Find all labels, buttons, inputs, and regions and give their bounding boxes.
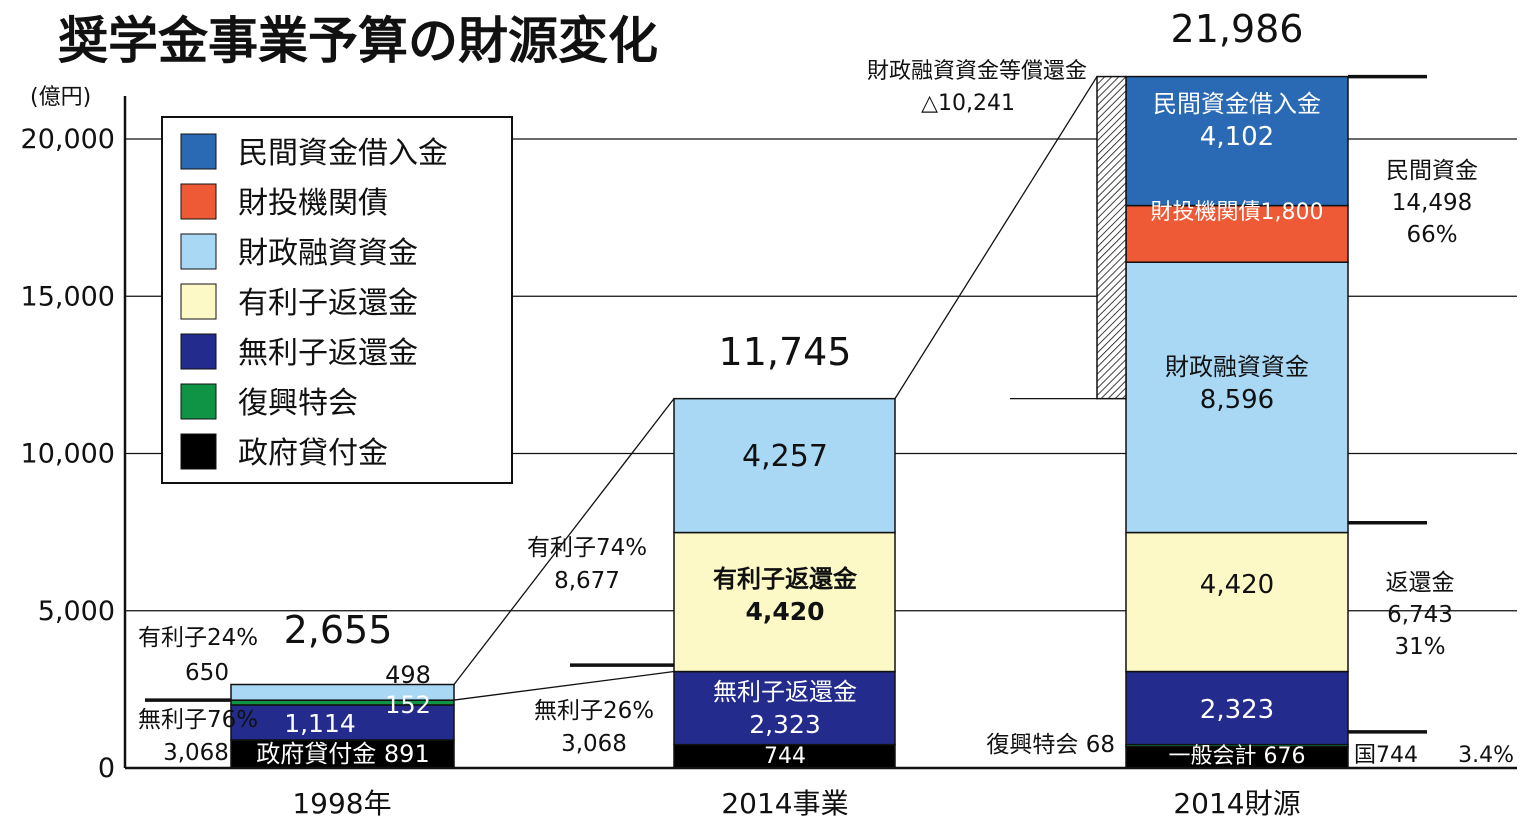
x-tick-label: 1998年	[292, 787, 391, 820]
y-tick-label: 5,000	[38, 596, 115, 627]
y-axis-ticks: 0 5,000 10,000 15,000 20,000	[21, 124, 115, 784]
x-axis-labels: 1998年 2014事業 2014財源	[292, 787, 1300, 820]
chart-title: 奨学金事業予算の財源変化	[58, 12, 658, 70]
connector-line	[453, 670, 675, 701]
annotation-label: 有利子24%	[138, 625, 258, 651]
bar-label: 財投機関債1,800	[1151, 200, 1324, 225]
annotation-label: 復興特会 68	[986, 732, 1115, 758]
bar-label: 2,323	[749, 710, 821, 739]
annotation-label: 3,068	[163, 740, 229, 766]
legend-swatch	[180, 383, 217, 420]
legend-label: 財投機関債	[238, 186, 388, 221]
annotation-label: △10,241	[921, 91, 1015, 116]
connector-line	[453, 398, 675, 685]
y-tick-label: 10,000	[21, 439, 115, 470]
annotation-label: 国744	[1354, 743, 1418, 768]
legend-swatch	[180, 233, 217, 270]
bar-label: 8,596	[1200, 385, 1274, 415]
bar-label: 4,420	[1200, 570, 1274, 600]
bar-label: 4,257	[742, 439, 828, 474]
bar-segment-2014j-yurishi	[673, 531, 896, 673]
bar-label: 民間資金借入金	[1153, 90, 1321, 118]
bar-label: 財政融資資金	[1165, 353, 1309, 381]
bar-segment-2014z-murishi	[1125, 670, 1349, 746]
bar-segment-2014z-zaito	[1125, 204, 1349, 263]
y-tick-label: 20,000	[21, 124, 115, 155]
y-tick-label: 15,000	[21, 281, 115, 312]
annotation-label: 6,743	[1387, 602, 1453, 628]
annotation-label: 民間資金	[1386, 158, 1478, 184]
bars	[230, 75, 1349, 769]
bar-label: 498	[385, 661, 431, 689]
bar-label: 無利子返還金	[713, 678, 857, 706]
legend-swatch	[180, 283, 217, 320]
total-label: 2,655	[284, 608, 393, 652]
bar-segment-2014z-yurishi	[1125, 531, 1349, 673]
annotation-label: 31%	[1394, 634, 1445, 660]
legend-swatch	[180, 333, 217, 370]
connector-line	[894, 76, 1098, 399]
bar-label: 744	[764, 744, 806, 769]
bar-label: 4,420	[745, 597, 824, 626]
bar-label: 2,323	[1200, 695, 1274, 725]
bar-label: 政府貸付金 891	[256, 740, 429, 768]
y-tick-label: 0	[98, 753, 115, 784]
annotation-label: 有利子74%	[527, 535, 647, 561]
x-tick-label: 2014事業	[721, 787, 848, 820]
unit-label: (億円)	[30, 85, 91, 110]
legend-swatch	[180, 133, 217, 170]
bar-segment-1998-zaisei	[230, 683, 455, 701]
bar-segment-2014j-zaisei	[673, 397, 896, 534]
bar-segment-2014j-murishi	[673, 670, 896, 746]
deduction-hatched-bar	[1096, 75, 1127, 400]
legend-box	[161, 116, 513, 484]
legend-label: 復興特会	[238, 386, 358, 421]
bar-label: 4,102	[1200, 122, 1274, 152]
bar-label: 一般会計 676	[1169, 744, 1306, 769]
legend-label: 無利子返還金	[238, 336, 418, 371]
bar-segment-1998-murishi	[230, 704, 455, 741]
annotation-label: 返還金	[1386, 570, 1455, 596]
annotation-label: 3,068	[561, 731, 627, 757]
annotation-label: 14,498	[1392, 190, 1472, 216]
annotation-label: 3.4%	[1458, 743, 1514, 768]
bar-segment-1998-seifu	[230, 739, 455, 769]
annotation-label: 66%	[1406, 222, 1457, 248]
bar-segment-2014z-minkan	[1125, 75, 1349, 207]
legend-label: 政府貸付金	[238, 436, 388, 471]
annotation-label: 8,677	[554, 568, 620, 594]
legend-label: 財政融資資金	[238, 236, 418, 271]
bar-label: 1,114	[284, 709, 356, 738]
legend-label: 有利子返還金	[238, 286, 418, 321]
annotation-label: 無利子26%	[534, 698, 654, 724]
legend-swatch	[180, 433, 217, 470]
bar-label: 有利子返還金	[713, 565, 858, 593]
total-label: 11,745	[719, 330, 852, 374]
total-label: 21,986	[1171, 7, 1304, 51]
x-tick-label: 2014財源	[1173, 787, 1300, 820]
legend-swatch	[180, 183, 217, 220]
annotation-label: 無利子76%	[138, 707, 258, 733]
annotation-label: 650	[185, 660, 229, 686]
legend-label: 民間資金借入金	[238, 136, 448, 171]
bar-label: 152	[385, 691, 431, 719]
annotation-label: 財政融資資金等償還金	[867, 59, 1087, 84]
